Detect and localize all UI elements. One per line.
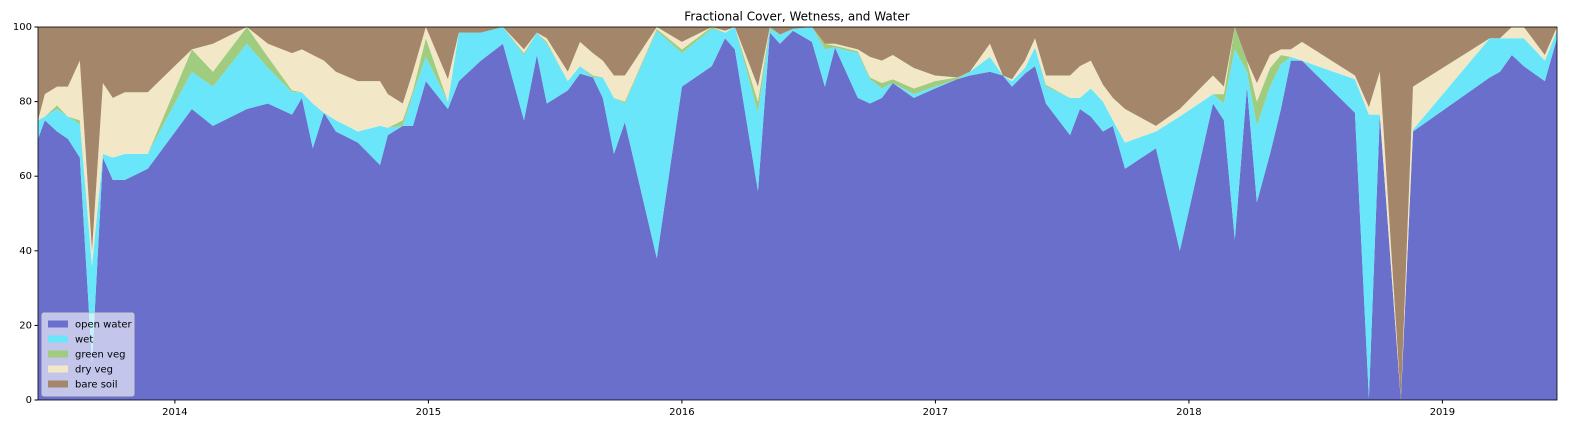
x-tick-label: 2015: [416, 407, 441, 418]
y-tick-label: 20: [19, 320, 32, 331]
y-tick-label: 100: [13, 22, 32, 33]
y-tick-label: 60: [19, 171, 32, 182]
legend-label: bare soil: [75, 380, 118, 391]
legend-swatch: [48, 320, 68, 328]
legend-label: green veg: [75, 350, 125, 361]
chart-title: Fractional Cover, Wetness, and Water: [684, 10, 909, 24]
legend-swatch: [48, 365, 68, 373]
y-tick-label: 80: [19, 97, 32, 108]
area: [38, 27, 1557, 400]
area: [38, 30, 1557, 400]
area: [38, 27, 1557, 400]
x-tick-label: 2018: [1176, 407, 1201, 418]
area: [38, 27, 1557, 400]
x-tick-label: 2014: [162, 407, 187, 418]
x-tick-label: 2019: [1430, 407, 1455, 418]
x-tick-label: 2016: [669, 407, 694, 418]
plot-frame: [37, 26, 1558, 401]
legend-swatch: [48, 335, 68, 343]
legend-box: [41, 312, 135, 397]
x-tick-label: 2017: [923, 407, 948, 418]
legend-label: wet: [75, 335, 93, 346]
y-tick-label: 40: [19, 246, 32, 257]
legend-swatch: [48, 380, 68, 388]
y-tick-label: 0: [26, 395, 32, 406]
legend-swatch: [48, 350, 68, 358]
legend: open water wet green veg dry veg bare soil: [41, 312, 135, 397]
legend-label: open water: [75, 320, 133, 331]
legend-label: dry veg: [75, 365, 113, 376]
